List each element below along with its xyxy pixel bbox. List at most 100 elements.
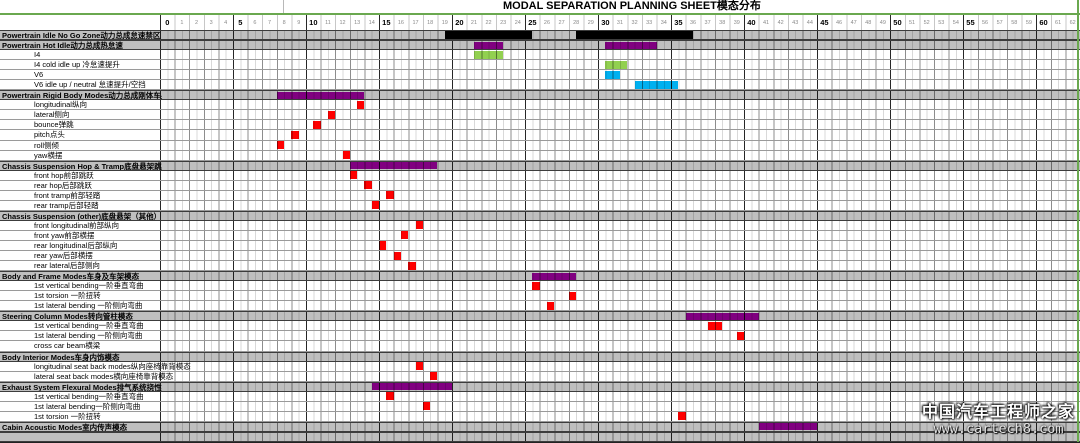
row-label[interactable]: 1st torsion 一阶扭转 [34,411,101,421]
mode-row: I4 [0,50,1080,61]
row-label[interactable]: front longitudinal前部纵向 [34,220,120,230]
frequency-grid-row[interactable] [160,150,1080,160]
row-label[interactable]: lateral侧向 [34,110,70,120]
mode-row: yaw横摆 [0,150,1080,161]
frequency-grid-row[interactable] [160,140,1080,150]
row-label[interactable]: longitudinal seat back modes纵向座椅靠背模态 [34,361,191,371]
row-label[interactable]: rear hop后部跳跃 [34,180,92,190]
row-label[interactable]: Steering Column Modes转向管柱模态 [2,312,133,321]
row-label[interactable]: Cabin Acoustic Modes室内传声模态 [2,422,128,431]
frequency-grid-row[interactable] [160,432,1080,441]
axis-tick: 19 [441,20,448,26]
frequency-grid-row[interactable] [160,220,1080,230]
row-label[interactable]: pitch点头 [34,130,65,140]
frequency-grid-row[interactable] [160,130,1080,140]
frequency-grid-row[interactable] [160,120,1080,130]
axis-tick: 27 [558,20,565,26]
frequency-grid-row[interactable] [160,281,1080,291]
frequency-grid-row[interactable] [160,361,1080,371]
frequency-grid-row[interactable] [160,411,1080,421]
frequency-grid-row[interactable] [160,180,1080,190]
frequency-grid-row[interactable] [160,341,1080,351]
mode-category-row: Body and Frame Modes车身及车架模态 [0,271,1080,282]
row-label[interactable]: cross car beam横梁 [34,341,101,351]
frequency-grid-row[interactable] [160,371,1080,381]
row-label[interactable]: V6 idle up / neutral 怠速提升/空挡 [34,80,146,90]
row-label[interactable]: Chassis Suspension (other)底盘悬架（其他） [2,211,162,220]
row-label[interactable]: lateral seat back modes横向座椅靠背模态 [34,371,174,381]
row-label[interactable]: 1st vertical bending一阶垂直弯曲 [34,281,144,291]
row-label[interactable]: 1st vertical bending一阶垂直弯曲 [34,321,144,331]
row-label[interactable]: rear yaw后部横摆 [34,251,93,261]
row-label[interactable]: Exhaust System Flexural Modes排气系统挠性模态 [2,382,162,391]
frequency-grid-row[interactable] [160,422,1080,431]
frequency-grid-row[interactable] [160,70,1080,80]
row-label[interactable]: front tramp前部轻踏 [34,190,101,200]
frequency-grid-row[interactable] [160,200,1080,210]
frequency-grid-row[interactable] [160,100,1080,110]
frequency-grid-row[interactable] [160,80,1080,90]
frequency-grid-row[interactable] [160,170,1080,180]
axis-tick: 18 [427,20,434,26]
row-label[interactable]: rear tramp后部轻踏 [34,200,99,210]
row-label[interactable]: 1st lateral bending 一阶侧向弯曲 [34,301,143,311]
frequency-grid-row[interactable] [160,60,1080,70]
frequency-grid-row[interactable] [160,240,1080,251]
row-label[interactable]: V6 [34,70,44,80]
row-label[interactable]: Body and Frame Modes车身及车架模态 [2,272,140,281]
axis-tick: 1 [180,20,184,26]
frequency-grid-row[interactable] [160,161,1080,170]
row-label[interactable]: front yaw前部横摆 [34,230,95,240]
frequency-grid-row[interactable] [160,291,1080,301]
axis-tick: 16 [397,20,404,26]
row-label[interactable]: front hop前部跳跃 [34,170,94,180]
row-label[interactable]: rear longitudinal后部纵向 [34,240,118,250]
row-label[interactable]: 1st vertical bending一阶垂直弯曲 [34,391,144,401]
row-label[interactable]: bounce弹跳 [34,120,74,130]
row-label[interactable] [0,433,162,441]
row-label[interactable]: I4 [34,50,41,60]
frequency-grid-row[interactable] [160,190,1080,200]
frequency-grid-row[interactable] [160,31,1080,40]
row-label[interactable]: 1st torsion 一阶扭转 [34,291,101,301]
mode-range-bar-red [736,331,745,340]
frequency-grid-row[interactable] [160,272,1080,281]
frequency-grid-row[interactable] [160,401,1080,411]
row-label[interactable]: Powertrain Idle No Go Zone动力总成怠速禁区 [2,31,161,40]
row-label[interactable]: 1st lateral bending一阶侧向弯曲 [34,401,141,411]
mode-range-bar-purple [371,383,453,391]
frequency-grid-row[interactable] [160,230,1080,241]
frequency-grid-row[interactable] [160,211,1080,220]
frequency-grid-row[interactable] [160,301,1080,311]
frequency-grid-row[interactable] [160,331,1080,341]
row-label[interactable]: Body Interior Modes车身内饰模态 [2,352,120,361]
frequency-grid-row[interactable] [160,261,1080,271]
frequency-grid-row[interactable] [160,312,1080,321]
frequency-grid-row[interactable] [160,321,1080,331]
mode-category-row: Exhaust System Flexural Modes排气系统挠性模态 [0,381,1080,392]
row-label[interactable]: roll侧倾 [34,140,60,150]
frequency-grid-row[interactable] [160,352,1080,361]
row-label[interactable]: Powertrain Rigid Body Modes动力总成刚体车身模态 [2,91,162,100]
axis-tick: 37 [704,20,711,26]
frequency-grid-row[interactable] [160,50,1080,60]
row-label[interactable]: rear lateral后部侧向 [34,261,100,271]
frequency-grid-row[interactable] [160,251,1080,261]
row-label[interactable]: longitudinal纵向 [34,100,87,110]
row-label[interactable]: I4 cold idle up 冷怠速提升 [34,60,120,70]
row-label[interactable]: Chassis Suspension Hop & Tramp底盘悬架跳跃&轻踏 [2,161,162,170]
frequency-grid-row[interactable] [160,382,1080,391]
row-label[interactable]: Powertrain Hot Idle动力总成热怠速 [2,41,123,50]
mode-row: front hop前部跳跃 [0,170,1080,181]
axis-tick: 4 [224,20,228,26]
axis-tick: 61 [1055,20,1062,26]
row-label[interactable]: yaw横摆 [34,150,63,160]
mode-rows-container: Powertrain Idle No Go Zone动力总成怠速禁区 Power… [0,30,1080,442]
mode-range-bar-red [291,130,299,140]
row-label[interactable]: 1st lateral bending 一阶侧向弯曲 [34,331,143,341]
frequency-grid-row[interactable] [160,41,1080,50]
frequency-grid-row[interactable] [160,110,1080,120]
frequency-grid-row[interactable] [160,91,1080,100]
frequency-grid-row[interactable] [160,391,1080,401]
mode-row: pitch点头 [0,130,1080,141]
